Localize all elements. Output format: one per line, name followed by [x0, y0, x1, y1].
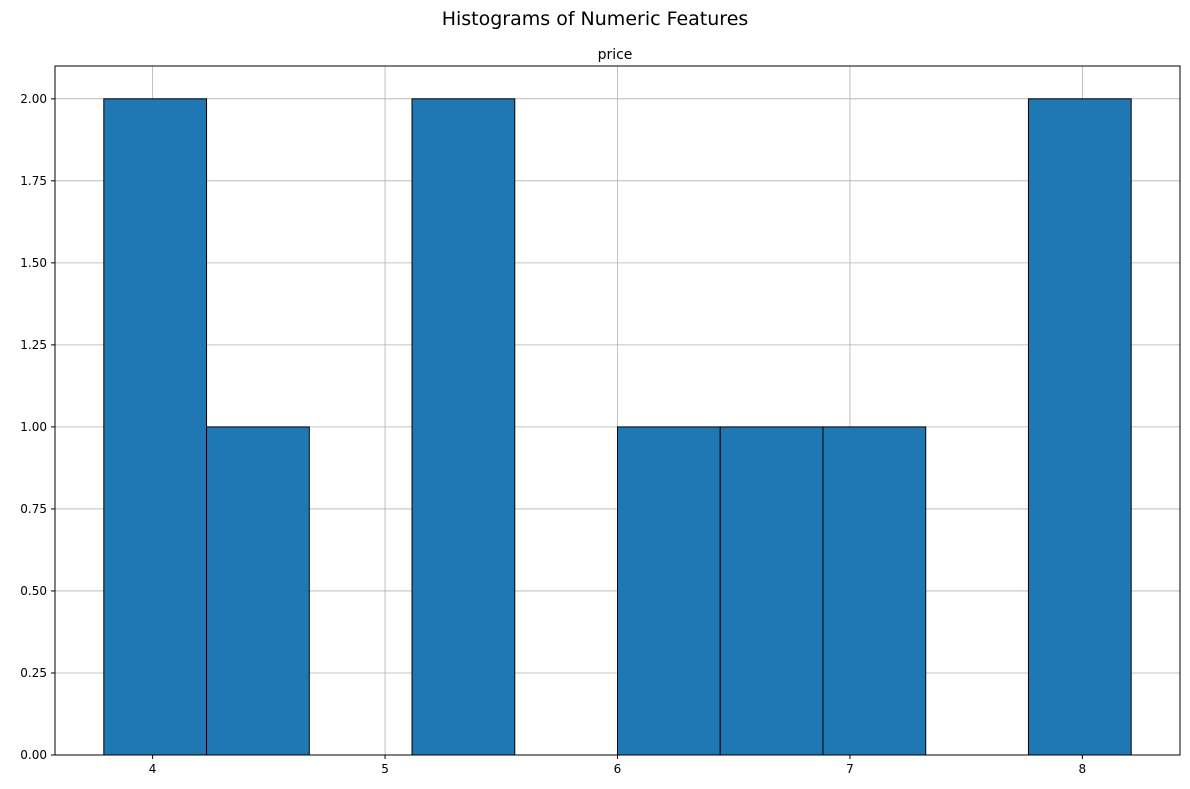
y-tick-label: 0.00 — [20, 748, 47, 762]
y-tick-label: 0.50 — [20, 584, 47, 598]
subplot-title: price — [598, 47, 633, 63]
histogram-bar — [411, 98, 516, 756]
tick-layer: 4 5 6 7 8 0.00 0.25 0.50 0.75 1.00 1.25 1.50 1.75 2.0… — [20, 92, 1086, 776]
x-tick-label: 8 — [1079, 762, 1087, 776]
histogram-bar — [103, 98, 208, 756]
x-tick-label: 5 — [381, 762, 389, 776]
figure-title: Histograms of Numeric Features — [442, 8, 749, 30]
histogram-bar — [206, 426, 310, 756]
y-tick-label: 1.50 — [20, 256, 47, 270]
histogram-bar — [1027, 98, 1132, 756]
histogram-bar — [617, 426, 721, 756]
histogram-bar — [719, 426, 824, 756]
x-tick-label: 4 — [149, 762, 157, 776]
y-tick-label: 0.25 — [20, 666, 47, 680]
histogram-bar — [822, 426, 927, 756]
x-tick-label: 7 — [846, 762, 854, 776]
y-tick-label: 2.00 — [20, 92, 47, 106]
y-tick-label: 1.25 — [20, 338, 47, 352]
y-tick-label: 1.75 — [20, 174, 47, 188]
x-tick-label: 6 — [614, 762, 622, 776]
y-tick-label: 1.00 — [20, 420, 47, 434]
bar-layer — [103, 98, 1132, 756]
y-tick-label: 0.75 — [20, 502, 47, 516]
